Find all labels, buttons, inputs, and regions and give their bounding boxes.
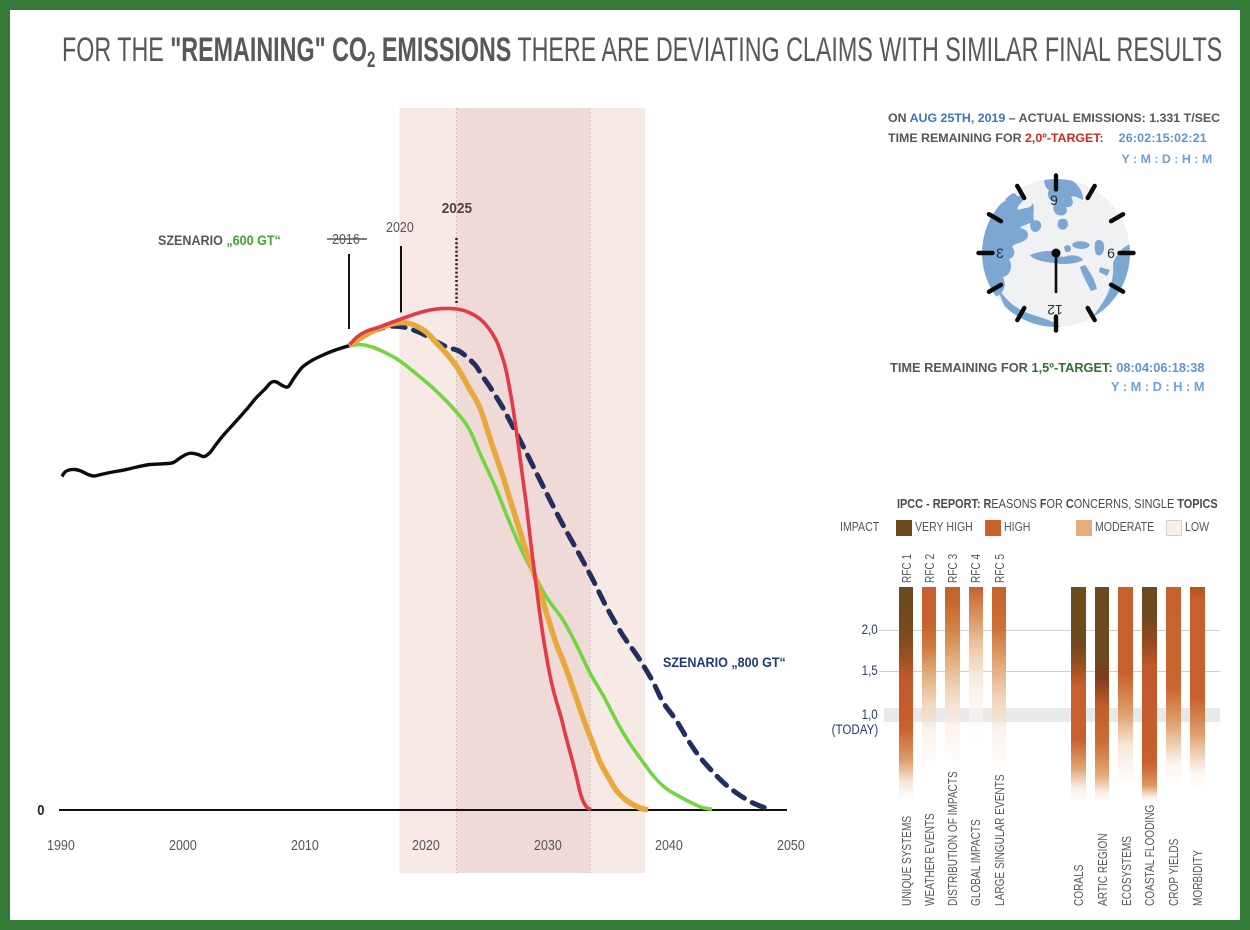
svg-text:3: 3 bbox=[996, 245, 1004, 261]
svg-text:9: 9 bbox=[1050, 192, 1058, 208]
svg-text:6: 6 bbox=[1107, 245, 1115, 261]
svg-text:12: 12 bbox=[1047, 302, 1063, 318]
